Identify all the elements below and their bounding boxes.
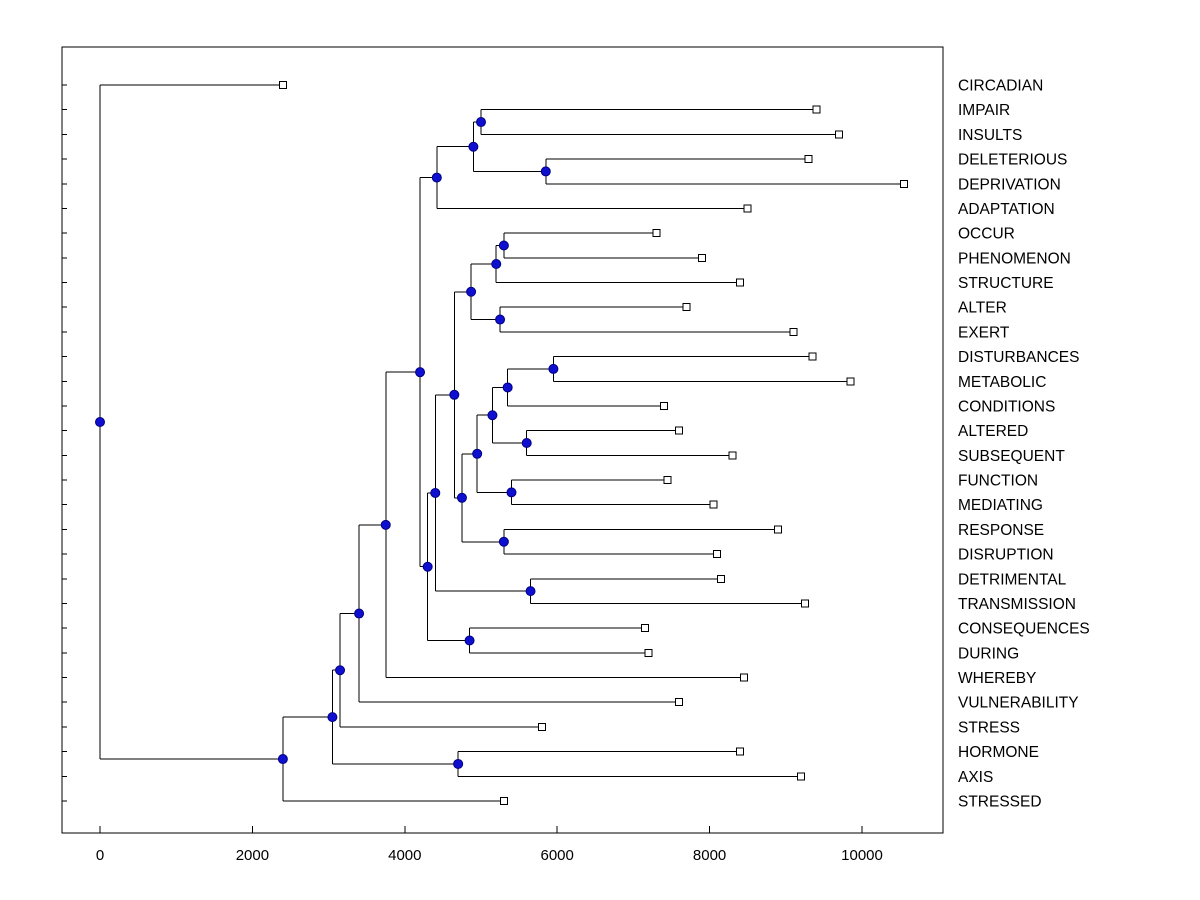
internal-node-marker — [335, 665, 346, 676]
x-tick-label: 0 — [96, 847, 104, 864]
leaf-marker — [640, 624, 649, 633]
leaf-marker — [278, 81, 287, 89]
internal-node-marker — [422, 561, 433, 572]
leaf-label: DISTURBANCES — [958, 349, 1079, 366]
leaf-label: HORMONE — [958, 744, 1039, 761]
leaf-marker — [675, 698, 684, 707]
internal-node-marker — [453, 758, 464, 769]
leaf-marker — [743, 204, 752, 213]
leaf-label: DELETERIOUS — [958, 152, 1067, 169]
x-tick-label: 4000 — [388, 847, 421, 864]
leaf-label: STRUCTURE — [958, 275, 1054, 292]
leaf-marker — [682, 303, 691, 312]
leaf-marker — [717, 574, 726, 583]
leaf-marker — [800, 599, 809, 608]
leaf-marker — [499, 797, 508, 805]
internal-node-marker — [277, 754, 288, 765]
leaf-marker — [774, 525, 783, 534]
leaf-marker — [808, 352, 817, 361]
internal-node-marker — [506, 487, 517, 498]
leaf-label: RESPONSE — [958, 522, 1044, 539]
leaf-label: CIRCADIAN — [958, 78, 1043, 95]
leaf-marker — [537, 722, 546, 731]
leaf-label: DISRUPTION — [958, 547, 1054, 564]
leaf-label: IMPAIR — [958, 102, 1010, 119]
internal-node-marker — [464, 635, 475, 646]
leaf-marker — [728, 451, 737, 460]
leaf-marker — [899, 179, 908, 188]
leaf-label: METABOLIC — [958, 374, 1046, 391]
internal-node-marker — [430, 487, 441, 498]
leaf-label: AXIS — [958, 769, 993, 786]
leaf-label: ALTER — [958, 300, 1007, 317]
leaf-label: STRESSED — [958, 794, 1042, 811]
internal-node-marker — [495, 314, 506, 325]
internal-node-marker — [449, 389, 460, 400]
leaf-label: TRANSMISSION — [958, 596, 1076, 613]
internal-node-marker — [466, 286, 477, 297]
internal-node-marker — [415, 367, 426, 378]
leaf-marker — [789, 327, 798, 336]
leaf-label: OCCUR — [958, 226, 1015, 243]
leaf-label: STRESS — [958, 719, 1020, 736]
leaf-marker — [659, 401, 668, 410]
leaf-label: DURING — [958, 645, 1019, 662]
x-tick-label: 10000 — [841, 847, 883, 864]
leaf-marker — [804, 155, 813, 164]
leaf-marker — [797, 772, 806, 781]
internal-node-marker — [491, 259, 502, 269]
leaf-label: CONSEQUENCES — [958, 621, 1090, 638]
internal-node-marker — [502, 382, 513, 393]
x-tick-label: 6000 — [541, 847, 574, 864]
leaf-marker — [736, 747, 745, 756]
leaf-marker — [736, 278, 745, 287]
internal-node-marker — [468, 141, 479, 152]
leaf-label: CONDITIONS — [958, 398, 1055, 415]
leaf-marker — [652, 229, 661, 238]
x-tick-label: 8000 — [693, 847, 726, 864]
internal-node-marker — [354, 608, 365, 619]
internal-node-marker — [456, 492, 467, 503]
leaf-label: DEPRIVATION — [958, 176, 1061, 193]
leaf-label: INSULTS — [958, 127, 1022, 144]
leaf-label: FUNCTION — [958, 473, 1038, 490]
leaf-label: VULNERABILITY — [958, 695, 1079, 712]
internal-node-marker — [476, 117, 486, 128]
leaf-marker — [709, 500, 718, 509]
leaf-label: MEDIATING — [958, 497, 1043, 514]
internal-node-marker — [487, 410, 498, 421]
internal-node-marker — [548, 363, 559, 374]
internal-node-marker — [540, 166, 551, 177]
leaf-marker — [812, 105, 821, 114]
leaf-marker — [675, 426, 684, 435]
internal-node-marker — [95, 417, 105, 428]
leaf-marker — [835, 130, 844, 139]
plot-border — [61, 46, 944, 834]
internal-node-marker — [472, 448, 483, 459]
leaf-label: ALTERED — [958, 423, 1028, 440]
leaf-marker — [713, 550, 722, 559]
x-tick-label: 2000 — [236, 847, 269, 864]
leaf-label: EXERT — [958, 324, 1010, 341]
leaf-label: PHENOMENON — [958, 250, 1071, 267]
leaf-marker — [697, 253, 706, 262]
leaf-marker — [846, 377, 855, 386]
leaf-marker — [644, 648, 653, 657]
leaf-marker — [739, 673, 748, 682]
internal-node-marker — [380, 519, 391, 530]
leaf-label: SUBSEQUENT — [958, 448, 1065, 465]
leaf-marker — [663, 476, 672, 485]
leaf-label: WHEREBY — [958, 670, 1036, 687]
internal-node-marker — [498, 536, 509, 547]
leaf-label: ADAPTATION — [958, 201, 1055, 218]
internal-node-marker — [525, 586, 536, 597]
internal-node-marker — [521, 438, 532, 448]
internal-node-marker — [498, 240, 509, 251]
internal-node-marker — [327, 712, 338, 723]
leaf-label: DETRIMENTAL — [958, 571, 1067, 588]
internal-node-marker — [431, 172, 442, 183]
